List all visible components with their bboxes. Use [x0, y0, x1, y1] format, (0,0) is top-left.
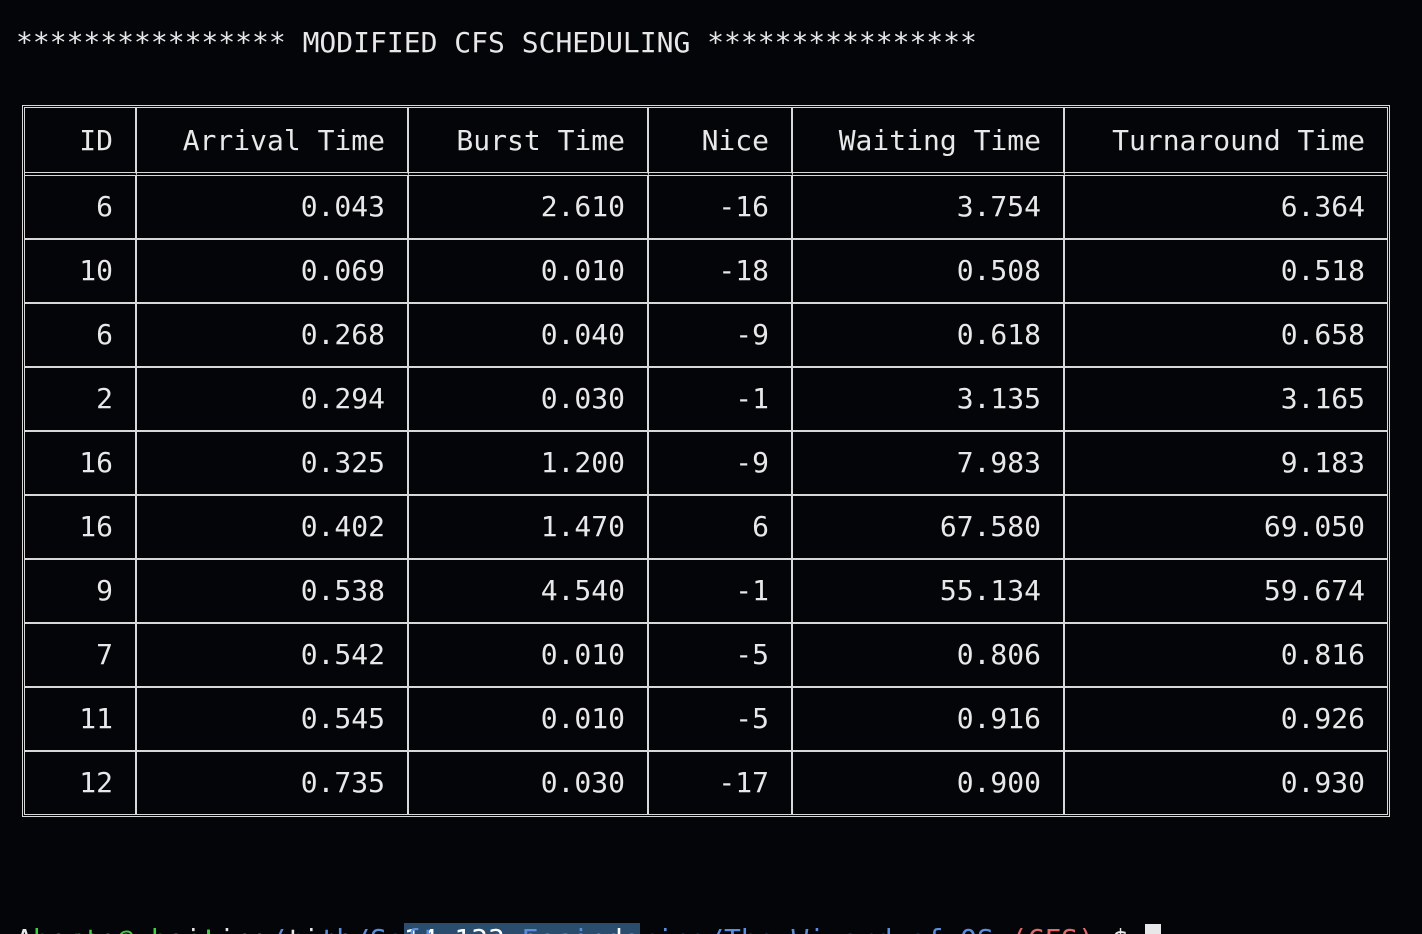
cell-turnaround-time: 0.518: [1065, 240, 1387, 304]
cell-burst-time: 1.470: [409, 496, 649, 560]
table-row: 16 0.402 1.470 6 67.580 69.050: [25, 496, 1387, 560]
cell-waiting-time: 3.754: [793, 176, 1065, 240]
table-row: 2 0.294 0.030 -1 3.135 3.165: [25, 368, 1387, 432]
cell-arrival-time: 0.325: [137, 432, 409, 496]
cell-waiting-time: 67.580: [793, 496, 1065, 560]
cell-arrival-time: 0.402: [137, 496, 409, 560]
column-header-id: ID: [25, 108, 137, 176]
cell-burst-time: 1.200: [409, 432, 649, 496]
cell-burst-time: 0.030: [409, 368, 649, 432]
summary-block: Average waiting time: 14.133 seconds Ave…: [16, 860, 690, 934]
cell-id: 11: [25, 688, 137, 752]
cell-turnaround-time: 59.674: [1065, 560, 1387, 624]
table-row: 6 0.043 2.610 -16 3.754 6.364: [25, 176, 1387, 240]
table-row: 16 0.325 1.200 -9 7.983 9.183: [25, 432, 1387, 496]
cell-burst-time: 0.040: [409, 304, 649, 368]
prompt-user-host: ubuntu@ubuntu: [16, 923, 235, 934]
cell-nice: 6: [649, 496, 793, 560]
cell-nice: -1: [649, 368, 793, 432]
cell-arrival-time: 0.294: [137, 368, 409, 432]
table-row: 11 0.545 0.010 -5 0.916 0.926: [25, 688, 1387, 752]
column-header-nice: Nice: [649, 108, 793, 176]
cell-arrival-time: 0.545: [137, 688, 409, 752]
cell-arrival-time: 0.542: [137, 624, 409, 688]
cell-burst-time: 0.010: [409, 688, 649, 752]
cell-waiting-time: 55.134: [793, 560, 1065, 624]
cell-turnaround-time: 0.926: [1065, 688, 1387, 752]
table-row: 9 0.538 4.540 -1 55.134 59.674: [25, 560, 1387, 624]
cell-turnaround-time: 6.364: [1065, 176, 1387, 240]
table-header-row: ID Arrival Time Burst Time Nice Waiting …: [25, 108, 1387, 176]
cell-arrival-time: 0.043: [137, 176, 409, 240]
prompt-symbol: $: [1095, 923, 1146, 934]
cell-nice: -5: [649, 624, 793, 688]
average-waiting-value[interactable]: 14.133 seconds: [403, 923, 640, 934]
cell-id: 9: [25, 560, 137, 624]
results-table-container: ID Arrival Time Burst Time Nice Waiting …: [22, 105, 1390, 817]
column-header-burst-time: Burst Time: [409, 108, 649, 176]
cell-id: 12: [25, 752, 137, 814]
cell-burst-time: 0.010: [409, 240, 649, 304]
results-table: ID Arrival Time Burst Time Nice Waiting …: [22, 105, 1390, 817]
cell-turnaround-time: 0.816: [1065, 624, 1387, 688]
cell-waiting-time: 0.618: [793, 304, 1065, 368]
cell-id: 16: [25, 432, 137, 496]
prompt-branch: (CFS): [994, 923, 1095, 934]
table-row: 7 0.542 0.010 -5 0.806 0.816: [25, 624, 1387, 688]
cell-turnaround-time: 3.165: [1065, 368, 1387, 432]
cell-nice: -9: [649, 432, 793, 496]
table-row: 10 0.069 0.010 -18 0.508 0.518: [25, 240, 1387, 304]
cell-burst-time: 2.610: [409, 176, 649, 240]
column-header-waiting-time: Waiting Time: [793, 108, 1065, 176]
cell-waiting-time: 0.806: [793, 624, 1065, 688]
average-waiting-label: Average waiting time:: [16, 923, 404, 934]
cell-waiting-time: 7.983: [793, 432, 1065, 496]
cell-burst-time: 0.030: [409, 752, 649, 814]
cell-id: 7: [25, 624, 137, 688]
table-row: 6 0.268 0.040 -9 0.618 0.658: [25, 304, 1387, 368]
cell-nice: -1: [649, 560, 793, 624]
shell-prompt[interactable]: ubuntu@ubuntu:~/ruth/Software Engineerin…: [16, 923, 1162, 934]
cell-waiting-time: 0.900: [793, 752, 1065, 814]
column-header-arrival-time: Arrival Time: [137, 108, 409, 176]
cell-burst-time: 4.540: [409, 560, 649, 624]
average-waiting-line: Average waiting time: 14.133 seconds: [16, 923, 690, 934]
cell-id: 6: [25, 176, 137, 240]
prompt-path: ~/ruth/Software Engineering/The Wizard o…: [252, 923, 994, 934]
cell-turnaround-time: 0.930: [1280, 766, 1365, 799]
cell-nice: -17: [649, 752, 793, 814]
cell-burst-time: 0.010: [409, 624, 649, 688]
cell-id: 6: [25, 304, 137, 368]
cell-waiting-time: 0.508: [793, 240, 1065, 304]
cell-turnaround-time: 69.050: [1065, 496, 1387, 560]
banner-title: **************** MODIFIED CFS SCHEDULING…: [16, 26, 977, 59]
cell-id: 10: [25, 240, 137, 304]
cell-nice: -16: [649, 176, 793, 240]
text-cursor: [1145, 924, 1162, 934]
cell-id: 2: [25, 368, 137, 432]
cell-nice: -9: [649, 304, 793, 368]
cell-id: 16: [25, 496, 137, 560]
cell-nice: -18: [649, 240, 793, 304]
cell-arrival-time: 0.268: [137, 304, 409, 368]
cell-turnaround-time: 9.183: [1065, 432, 1387, 496]
table-row: 12 0.735 0.030 -17 0.900 0.930: [25, 752, 1387, 814]
cell-nice: -5: [649, 688, 793, 752]
cell-arrival-time: 0.538: [137, 560, 409, 624]
cell-arrival-time: 0.735: [137, 752, 409, 814]
cell-arrival-time: 0.069: [137, 240, 409, 304]
column-header-turnaround-time: Turnaround Time: [1065, 108, 1387, 176]
cell-waiting-time: 3.135: [793, 368, 1065, 432]
cell-waiting-time: 0.916: [793, 688, 1065, 752]
cell-turnaround-time: 0.658: [1065, 304, 1387, 368]
